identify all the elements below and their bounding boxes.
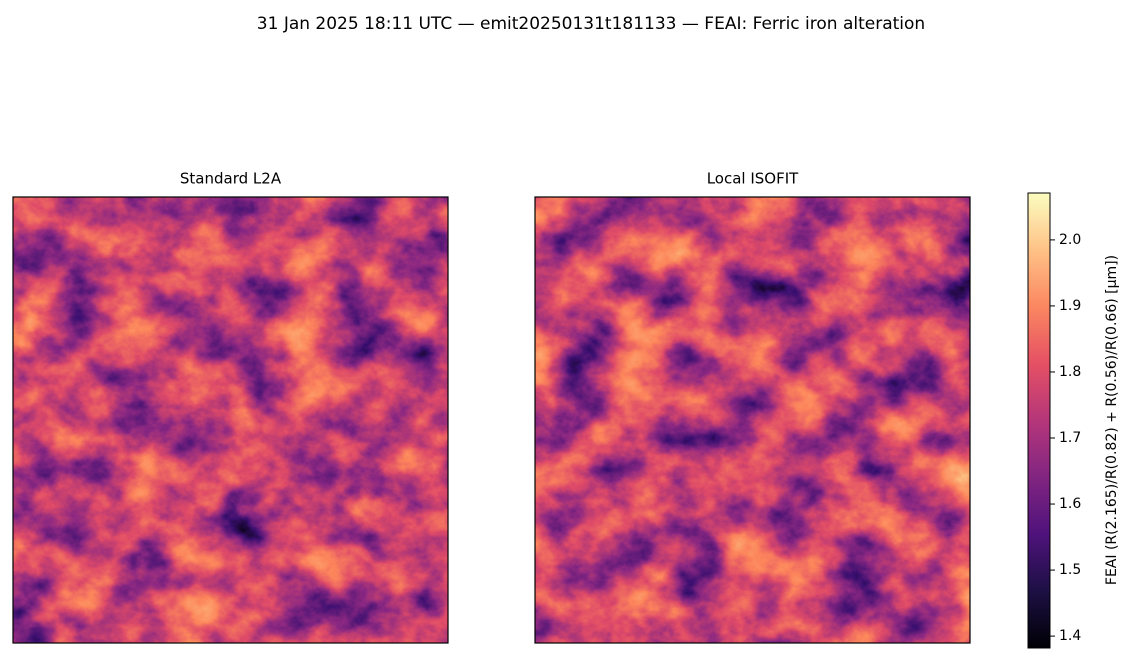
panel-frame	[534, 196, 971, 644]
colorbar-tick-label: 1.5	[1059, 562, 1081, 578]
figure-title: 31 Jan 2025 18:11 UTC — emit20250131t181…	[257, 14, 925, 34]
colorbar-tick-label: 1.9	[1059, 298, 1081, 314]
colorbar-tick-label: 2.0	[1059, 232, 1081, 248]
raster-image	[535, 197, 970, 643]
colorbar	[1027, 192, 1051, 649]
colorbar-tick-label: 1.8	[1059, 364, 1081, 380]
colorbar-tick-label: 1.6	[1059, 496, 1081, 512]
panel-title: Standard L2A	[180, 170, 282, 188]
colorbar-label: FEAI (R(2.165)/R(0.82) + R(0.56)/R(0.66)…	[1104, 255, 1120, 585]
panel-frame	[12, 196, 449, 644]
colorbar-tick-label: 1.4	[1059, 628, 1081, 644]
raster-image	[13, 197, 448, 643]
panel-title: Local ISOFIT	[707, 170, 799, 188]
colorbar-tick-label: 1.7	[1059, 430, 1081, 446]
